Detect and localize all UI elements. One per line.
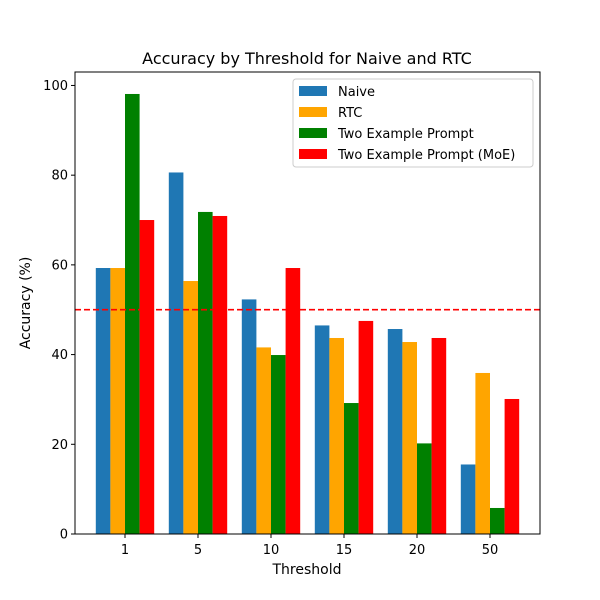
bar-two-example-prompt-moe-1 [139,220,155,534]
legend-label: Naive [338,85,375,100]
x-axis-ticks: 1 5 10 15 20 50 [121,534,498,558]
legend-label: Two Example Prompt [337,127,474,142]
bar-two-example-prompt-moe-20 [431,337,447,534]
bar-naive-10 [241,299,257,534]
bar-rtc-1 [110,268,125,534]
bar-naive-20 [387,329,403,534]
bar-naive-15 [314,325,330,534]
legend-label: RTC [338,106,362,121]
y-tick-label: 40 [51,348,68,363]
bar-two-example-prompt-1 [125,93,140,534]
bar-rtc-10 [256,347,271,534]
legend-box [292,78,534,168]
bar-naive-50 [460,464,476,534]
bar-two-example-prompt-50 [490,507,505,534]
bar-naive-1 [95,268,111,534]
bar-rtc-5 [183,281,198,534]
legend-label: Two Example Prompt (MoE) [337,148,515,163]
y-tick-label: 100 [43,79,68,94]
bar-rtc-20 [402,342,417,534]
y-tick-label: 20 [51,438,68,453]
y-tick-label: 0 [60,528,68,543]
bar-rtc-50 [475,372,490,534]
bar-two-example-prompt-10 [271,355,286,534]
bar-rtc-15 [329,337,344,534]
bar-two-example-prompt-moe-50 [504,398,520,534]
bar-two-example-prompt-moe-10 [285,268,301,534]
legend-swatch [299,128,327,138]
legend-swatch [299,149,327,159]
x-tick-label: 1 [121,543,129,558]
plot-bars [95,93,520,535]
chart-title: Accuracy by Threshold for Naive and RTC [142,49,472,68]
axes [74,71,541,535]
x-tick-label: 10 [263,543,280,558]
x-tick-label: 20 [409,543,426,558]
legend-swatch [299,86,327,96]
y-tick-label: 60 [51,258,68,273]
bar-two-example-prompt-moe-5 [212,215,228,535]
x-tick-label: 50 [482,543,499,558]
plot-frame [74,71,541,535]
y-axis-ticks: 0 20 40 60 80 100 [43,79,75,543]
bar-naive-5 [168,172,184,534]
y-tick-label: 80 [51,169,68,184]
x-tick-label: 15 [336,543,353,558]
x-axis-label: Threshold [272,562,342,578]
legend: Naive RTC Two Example Prompt Two Example Pr… [292,78,534,168]
y-axis-label: Accuracy (%) [18,257,34,350]
legend-swatch [299,107,327,117]
bar-two-example-prompt-20 [417,443,432,534]
bar-two-example-prompt-moe-15 [358,320,374,534]
bar-two-example-prompt-15 [344,403,359,534]
bar-two-example-prompt-5 [198,211,213,534]
x-tick-label: 5 [194,543,202,558]
